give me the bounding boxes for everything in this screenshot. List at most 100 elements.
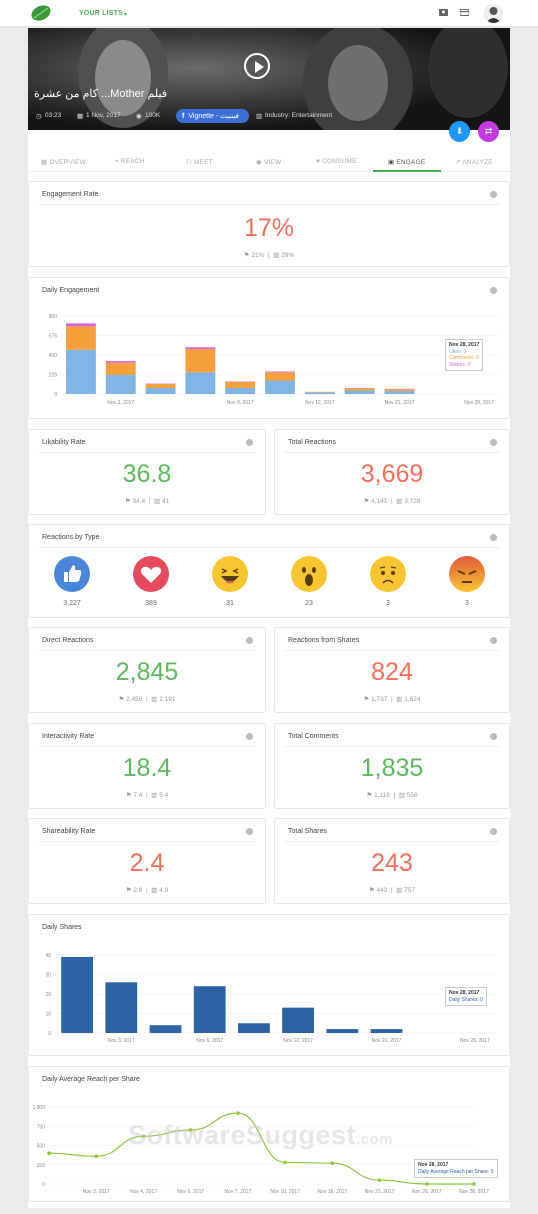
info-icon[interactable]: [490, 439, 497, 446]
user-avatar[interactable]: [484, 4, 503, 23]
x-tick-label: Nov 28, 2017: [460, 1038, 490, 1044]
x-tick-label: Nov 7, 2017: [224, 1189, 251, 1195]
share-bar: [61, 956, 94, 1033]
tab-analyze[interactable]: ↗ ANALYZE: [455, 159, 493, 166]
download-button[interactable]: ⬇: [449, 121, 470, 142]
comparison-row: ⚑ 7.4 | ▥ 5.4: [125, 792, 169, 799]
engagement-rate-value: 17%: [243, 214, 295, 242]
x-tick-label: Nov 21, 2017: [372, 1038, 402, 1044]
info-icon[interactable]: [246, 637, 253, 644]
reaction-count: 3,227: [63, 600, 81, 607]
compare-a: 2,450: [126, 696, 143, 703]
tooltip-comments: Comments: 0: [449, 355, 479, 361]
x-tick-label: Nov 3, 2017: [83, 1189, 110, 1195]
y-tick-label: 225: [49, 373, 58, 379]
card-title: Shareability Rate: [42, 828, 96, 835]
profile-card-icon[interactable]: [439, 8, 448, 17]
info-icon[interactable]: [490, 637, 497, 644]
bar-segment-likes: [384, 390, 415, 394]
daily-average-reach-card: Daily Average Reach per Share 0 250 500 750…: [28, 1066, 510, 1202]
x-tick-label: Nov 6, 2017: [177, 1189, 204, 1195]
reach-point: [236, 1111, 240, 1115]
reaction-count: 3: [386, 600, 390, 607]
tab-engage[interactable]: ▣ ENGAGE: [388, 159, 426, 166]
reaction-count: 31: [226, 600, 234, 607]
comparison-row: ⚑ 1,118 | ▥ 556: [366, 792, 418, 799]
share-bar: [105, 982, 138, 1033]
share-bar: [193, 986, 226, 1033]
shareability-rate-value: 2.4: [129, 849, 165, 877]
compare-b: 556: [406, 792, 418, 799]
tab-reach[interactable]: ⌖ REACH: [115, 158, 145, 165]
card-title: Total Shares: [288, 828, 327, 835]
chevron-down-icon[interactable]: ▾: [124, 12, 128, 18]
compare-a: 1,118: [374, 792, 390, 799]
info-icon[interactable]: [490, 828, 497, 835]
compare-b: 3,728: [404, 498, 421, 505]
y-tick-label: 750: [37, 1124, 46, 1130]
engagement-rate-card: Engagement Rate 17% ⚑ 21% | ▥ 29%: [28, 181, 510, 267]
tab-overview[interactable]: ▦ OVERVIEW: [41, 159, 86, 166]
billing-card-icon[interactable]: [460, 8, 469, 17]
x-tick-label: Nov 12, 2017: [305, 400, 335, 406]
info-icon[interactable]: [490, 191, 497, 198]
wow-icon: [291, 556, 327, 592]
tab-meet[interactable]: ⚇ MEET: [186, 159, 213, 166]
y-tick-label: 40: [45, 953, 51, 959]
video-date: 1 Nov, 2017: [86, 112, 121, 119]
divider: [285, 452, 499, 453]
bar-segment-shares: [265, 371, 295, 373]
share-bar: [149, 1025, 182, 1033]
sad-icon: [370, 556, 406, 592]
x-tick-label: Nov 21, 2017: [385, 400, 415, 406]
facebook-page-tag[interactable]: f Vignette - فينييت: [176, 109, 249, 123]
info-icon[interactable]: [490, 733, 497, 740]
bar-segment-shares: [65, 323, 96, 327]
comparison-row: ⚑ 4,141 | ▥ 3,728: [363, 498, 421, 505]
your-lists-menu[interactable]: YOUR LISTS: [79, 10, 124, 17]
reach-point: [188, 1128, 193, 1132]
x-tick-label: Nov 3, 2017: [108, 1038, 135, 1044]
tab-view[interactable]: ◉ VIEW: [256, 159, 282, 166]
bar-segment-likes: [344, 390, 375, 394]
tab-consume[interactable]: ♥ CONSUME: [316, 158, 357, 165]
x-tick-label: Nov 4, 2017: [130, 1189, 157, 1195]
haha-icon: [212, 556, 248, 592]
info-icon[interactable]: [246, 439, 253, 446]
eye-icon: ◉: [136, 113, 142, 120]
reactions-by-type-card: Reactions by Type: [28, 524, 510, 618]
card-title: Total Reactions: [288, 439, 336, 446]
card-title: Direct Reactions: [42, 637, 94, 644]
love-icon: [133, 556, 169, 592]
share-button[interactable]: ⇄: [478, 121, 499, 142]
info-icon[interactable]: [490, 287, 497, 294]
card-title: Daily Average Reach per Share: [42, 1076, 140, 1083]
bar-segment-likes: [105, 374, 136, 394]
play-button[interactable]: [244, 53, 270, 79]
compare-b: 4.9: [159, 887, 169, 894]
divider: [285, 841, 499, 842]
info-icon[interactable]: [490, 534, 497, 541]
divider: [39, 841, 255, 842]
video-industry: Industry: Entertainment: [265, 112, 333, 119]
info-icon[interactable]: [246, 828, 253, 835]
y-tick-label: 250: [37, 1163, 46, 1169]
reach-point: [283, 1160, 287, 1165]
video-title: كام من عشرة ...Mother فيلم: [34, 88, 168, 100]
interactivity-rate-card: Interactivity Rate 18.4 ⚑ 7.4 | ▥ 5.4: [28, 723, 266, 809]
comparison-row: ⚑ 34.4 | ▥ 41: [124, 498, 170, 505]
bar-segment-comments: [185, 348, 216, 373]
tab-label: ANALYZE: [462, 159, 493, 166]
chart-tooltip: Nov 28, 2017 Daily Average Reach per Sha…: [414, 1159, 498, 1178]
compare-a: 21%: [251, 252, 265, 259]
info-icon[interactable]: [246, 733, 253, 740]
reaction-count: 3: [465, 600, 469, 607]
tab-label: REACH: [120, 158, 145, 165]
daily-engagement-card: Daily Engagement 0 225 450 675 900 Nov 3, 201…: [28, 277, 510, 419]
divider: [39, 746, 255, 747]
bar-segment-likes: [145, 387, 176, 394]
compare-b: 1,624: [404, 696, 421, 703]
leaf-logo-icon[interactable]: [31, 4, 51, 22]
share-bar: [282, 1007, 315, 1033]
compare-b: 5.4: [159, 792, 169, 799]
